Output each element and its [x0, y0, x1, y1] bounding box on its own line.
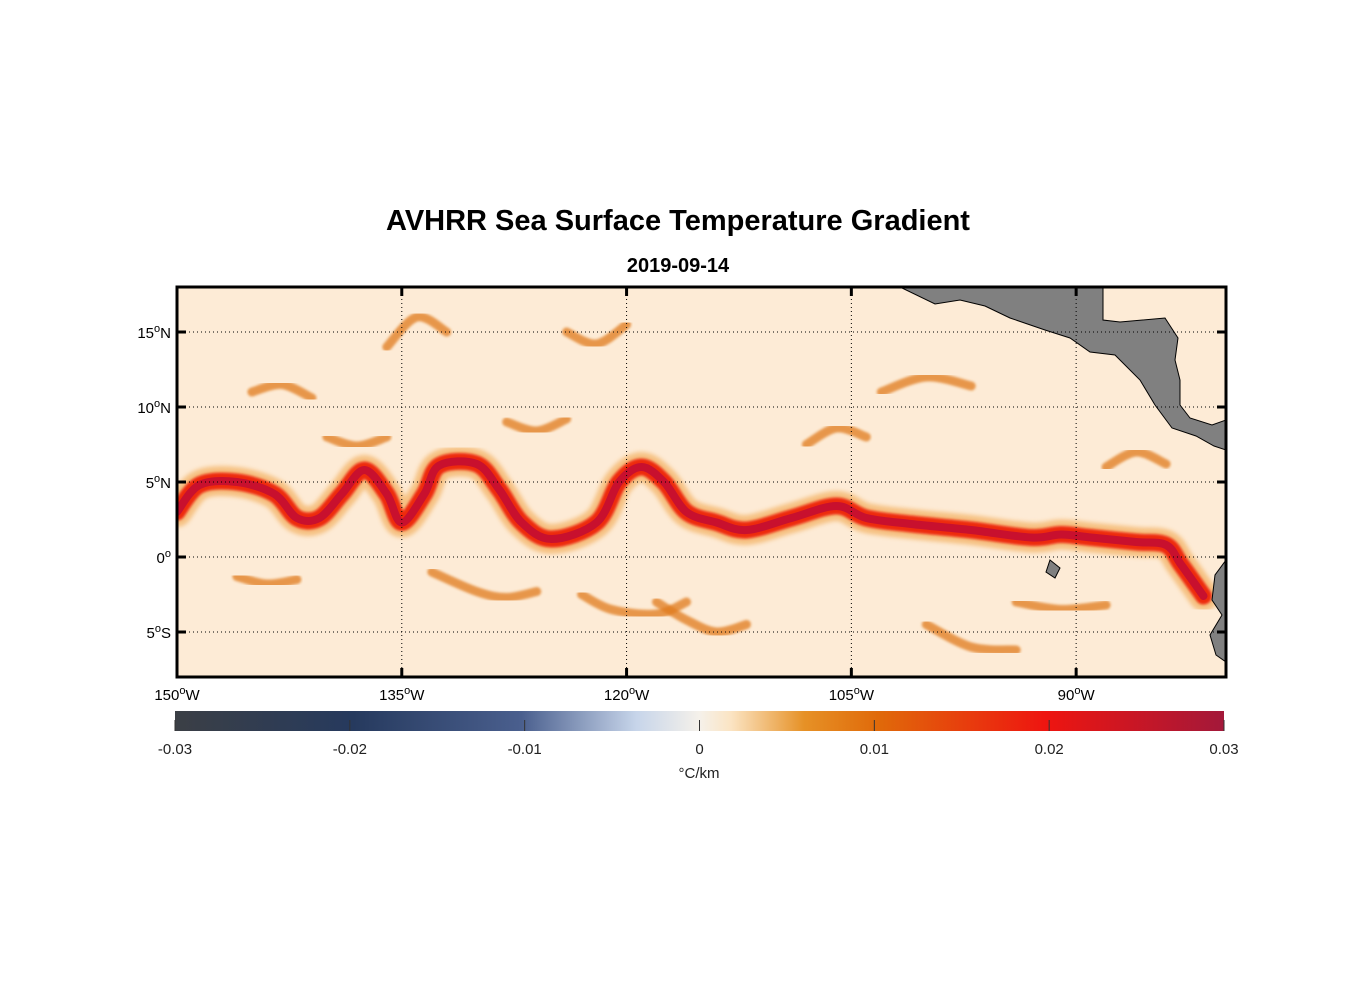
latitude-labels: 15oN 10oN 5oN 0o 5oS	[137, 323, 171, 642]
secondary-front-6	[247, 379, 317, 403]
land-mask	[899, 287, 1226, 663]
colorbar-tick-label: 0.02	[1035, 741, 1064, 758]
lon-label-135W: 135oW	[379, 685, 425, 704]
colorbar-tick-label: 0	[695, 741, 703, 758]
lon-label-150W: 150oW	[154, 685, 200, 704]
lat-label-10N: 10oN	[137, 398, 171, 417]
lon-label-105W: 105oW	[829, 685, 875, 704]
secondary-front-10	[1101, 447, 1171, 472]
secondary-front-9	[876, 372, 976, 397]
lon-label-90W: 90oW	[1058, 685, 1096, 704]
chart-subtitle: 2019-09-14	[626, 255, 730, 277]
graticule	[177, 287, 1226, 677]
south-america-coast	[1209, 559, 1226, 663]
map-area	[177, 287, 1226, 677]
colorbar-tick-labels: -0.03 -0.02 -0.01 0 0.01 0.02 0.03	[158, 741, 1239, 758]
secondary-front-4	[921, 620, 1021, 655]
colorbar-unit-label: °C/km	[679, 765, 720, 782]
axis-ticks	[175, 287, 1226, 677]
longitude-labels: 150oW 135oW 120oW 105oW 90oW	[154, 685, 1095, 704]
secondary-front-12	[322, 432, 392, 451]
colorbar-tick-label: -0.03	[158, 741, 192, 758]
lat-label-15N: 15oN	[137, 323, 171, 342]
galapagos-island	[1045, 559, 1061, 579]
front-core	[177, 457, 1208, 600]
chart-title: AVHRR Sea Surface Temperature Gradient	[386, 205, 970, 237]
secondary-front-11	[801, 423, 871, 449]
colorbar-tick-label: 0.01	[860, 741, 889, 758]
secondary-front-13	[502, 414, 572, 436]
secondary-front-1	[427, 567, 542, 603]
secondary-front-0	[232, 572, 302, 589]
central-america-landmass	[899, 287, 1226, 451]
secondary-front-8	[382, 312, 452, 352]
secondary-front-5	[1011, 597, 1111, 615]
lat-label-5N: 5oN	[146, 473, 171, 492]
lat-label-5S: 5oS	[147, 623, 171, 642]
colorbar-tick-label: -0.02	[333, 741, 367, 758]
colorbar-ticks	[174, 720, 1225, 731]
colorbar-tick-label: -0.01	[508, 741, 542, 758]
lat-label-0: 0o	[157, 548, 171, 567]
colorbar-tick-label: 0.03	[1209, 741, 1238, 758]
secondary-fronts	[232, 312, 1171, 655]
equatorial-front	[177, 446, 1219, 611]
secondary-front-7	[562, 320, 632, 349]
secondary-front-3	[652, 597, 751, 637]
lon-label-120W: 120oW	[604, 685, 650, 704]
colorbar: -0.03 -0.02 -0.01 0 0.01 0.02 0.03 °C/km	[158, 711, 1239, 782]
